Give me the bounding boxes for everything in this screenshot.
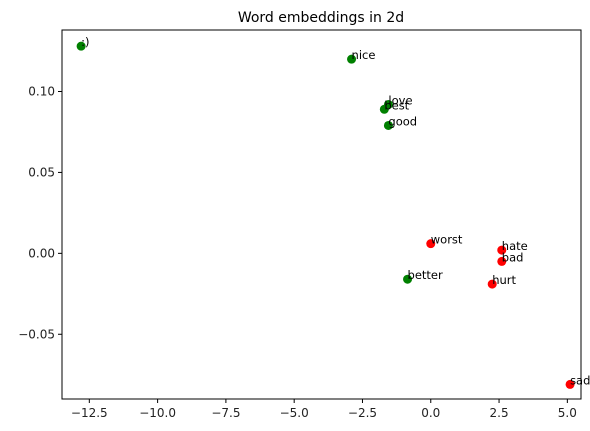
chart-title: Word embeddings in 2d <box>238 10 404 26</box>
point-label: bad <box>502 250 524 264</box>
x-tick-label: −12.5 <box>71 406 108 420</box>
x-tick-label: −10.0 <box>139 406 176 420</box>
point-label: :) <box>81 35 89 49</box>
x-tick-label: −2.5 <box>348 406 377 420</box>
point-label: better <box>408 268 443 282</box>
x-tick-label: 5.0 <box>558 406 577 420</box>
point-label: good <box>388 114 417 128</box>
point-label: best <box>384 98 409 112</box>
y-tick-label: 0.05 <box>28 165 55 179</box>
x-tick-label: 2.5 <box>490 406 509 420</box>
y-tick-label: 0.00 <box>28 246 55 260</box>
x-tick-label: −5.0 <box>280 406 309 420</box>
point-label: worst <box>431 233 463 247</box>
y-tick-label: 0.10 <box>28 85 55 99</box>
point-label: hurt <box>492 273 516 287</box>
y-tick-label: −0.05 <box>18 327 55 341</box>
point-label: sad <box>570 373 590 387</box>
x-tick-label: −7.5 <box>211 406 240 420</box>
point-label: nice <box>352 48 376 62</box>
x-tick-label: 0.0 <box>421 406 440 420</box>
